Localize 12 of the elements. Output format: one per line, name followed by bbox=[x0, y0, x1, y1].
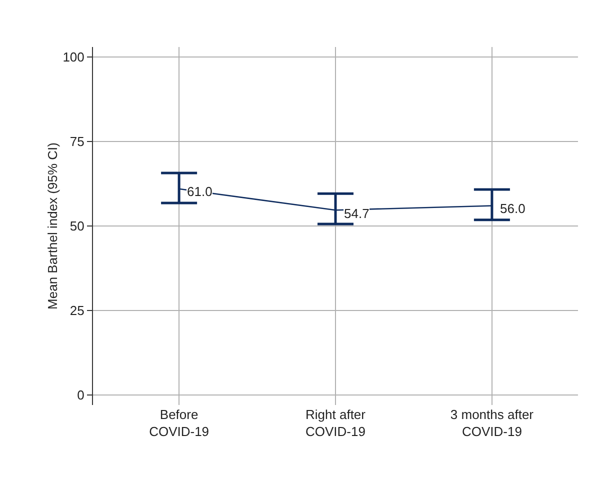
data-label: 56.0 bbox=[500, 201, 526, 216]
y-tick-label: 0 bbox=[77, 387, 84, 402]
y-tick-label: 75 bbox=[70, 134, 84, 150]
y-axis-title: Mean Barthel index (95% CI) bbox=[45, 142, 60, 310]
y-tick-label: 100 bbox=[62, 50, 84, 65]
data-label: 54.7 bbox=[344, 206, 370, 221]
x-tick-label: Right after COVID-19 bbox=[306, 407, 366, 439]
y-tick-label: 50 bbox=[70, 218, 84, 234]
x-tick-label: Before COVID-19 bbox=[149, 407, 210, 439]
y-tick-label: 25 bbox=[70, 302, 84, 318]
x-tick-label: 3 months after COVID-19 bbox=[450, 407, 534, 439]
data-label: 61.0 bbox=[187, 184, 212, 199]
